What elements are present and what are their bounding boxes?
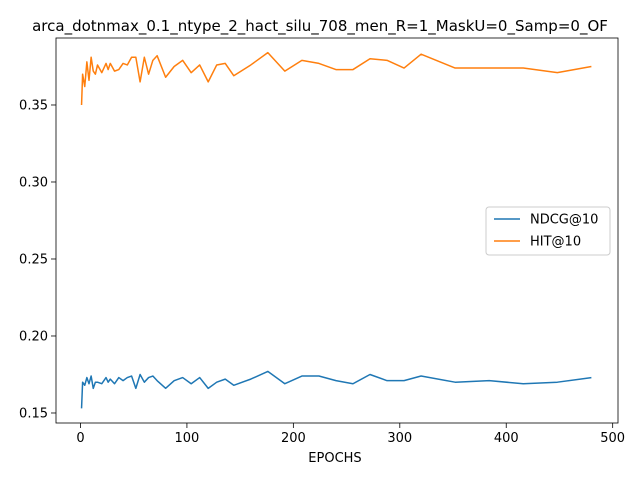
x-tick-label: 400 <box>494 431 519 446</box>
series-line-1 <box>80 370 592 409</box>
x-tick-label: 0 <box>76 431 84 446</box>
y-tick-label: 0.25 <box>19 252 48 267</box>
series-line-2 <box>80 51 592 106</box>
x-tick-label: 100 <box>175 431 200 446</box>
y-tick-label: 0.15 <box>19 406 48 421</box>
y-tick-label: 0.20 <box>19 329 48 344</box>
legend-label: NDCG@10 <box>530 213 598 228</box>
x-axis: 0 100 200 300 400 500 <box>76 423 625 446</box>
plot-frame <box>55 37 619 424</box>
series-layer <box>80 51 592 409</box>
legend-label: HIT@10 <box>530 235 581 250</box>
x-tick-label: 300 <box>387 431 412 446</box>
x-tick-label: 500 <box>600 431 625 446</box>
plot-area <box>55 37 619 424</box>
y-tick-label: 0.35 <box>19 98 48 113</box>
y-tick-label: 0.30 <box>19 175 48 190</box>
x-axis-label: EPOCHS <box>308 451 361 466</box>
y-axis: 0.15 0.20 0.25 0.30 0.35 <box>19 98 56 421</box>
legend: NDCG@10 HIT@10 <box>485 206 611 256</box>
chart-title: arca_dotnmax_0.1_ntype_2_hact_silu_708_m… <box>32 17 608 36</box>
x-tick-label: 200 <box>281 431 306 446</box>
